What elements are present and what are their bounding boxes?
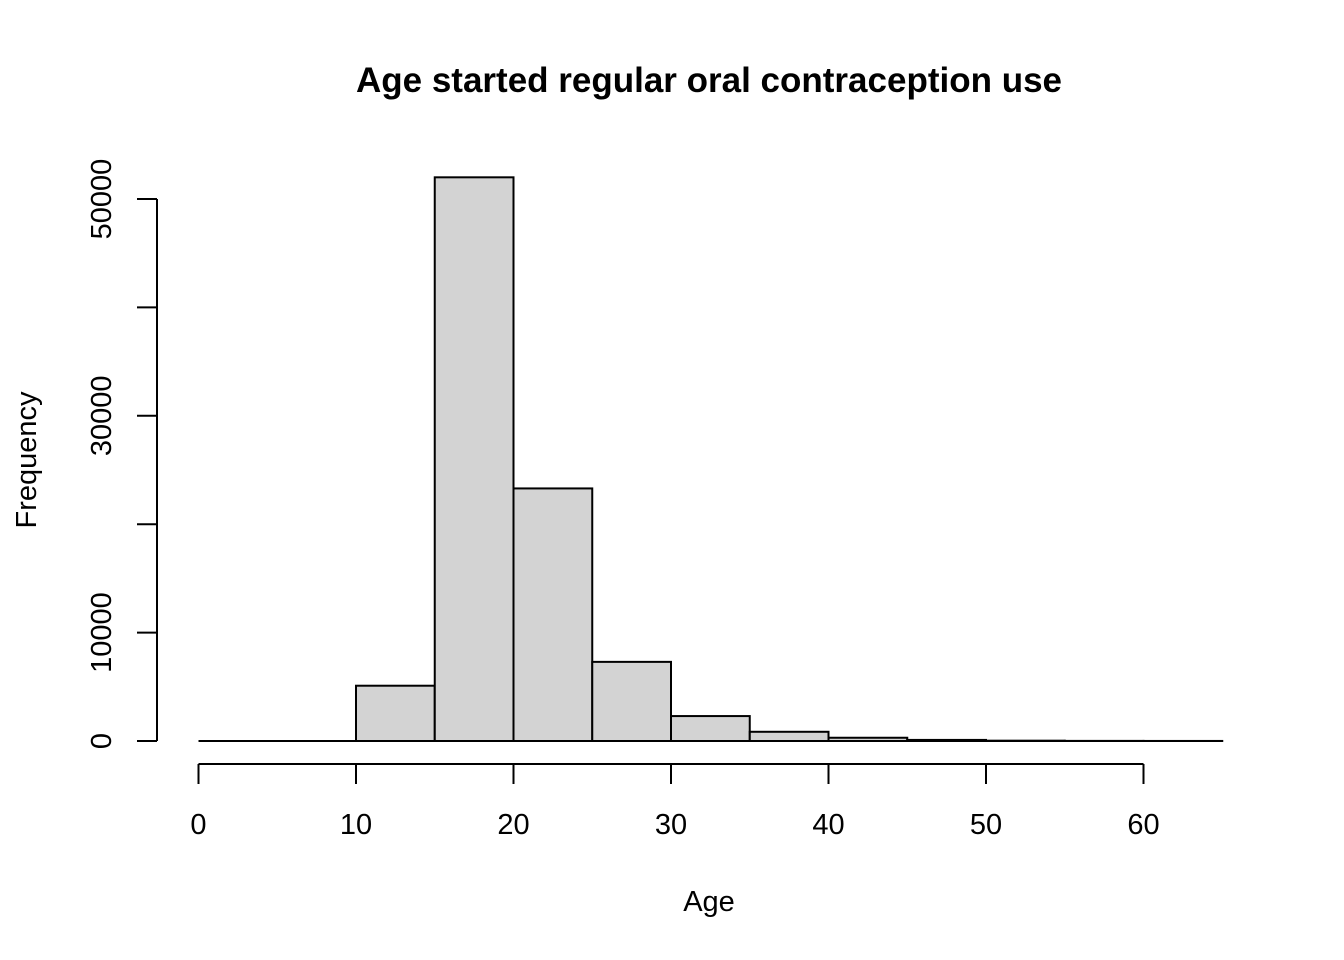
x-tick-label-20: 20	[497, 809, 529, 841]
x-tick-label-30: 30	[655, 809, 687, 841]
bar-25-30	[591, 660, 672, 742]
bars-group	[198, 176, 1224, 743]
y-tick-label-0: 0	[86, 733, 118, 749]
x-tick-label-0: 0	[190, 809, 206, 841]
y-tick-label-50000: 50000	[86, 159, 118, 240]
chart-title: Age started regular oral contraception u…	[356, 61, 1062, 100]
x-tick-label-50: 50	[970, 809, 1002, 841]
x-tick-label-10: 10	[340, 809, 372, 841]
y-axis: 0 10000 30000 50000	[86, 159, 158, 749]
bar-10-15	[355, 684, 436, 743]
y-tick-label-30000: 30000	[86, 375, 118, 456]
bar-20-25	[512, 487, 594, 743]
x-axis-label: Age	[683, 886, 735, 918]
y-axis-label: Frequency	[11, 391, 43, 529]
bar-15-20	[433, 176, 515, 742]
y-tick-label-10000: 10000	[86, 592, 118, 673]
bar-35-40	[748, 730, 830, 743]
x-tick-label-60: 60	[1127, 809, 1159, 841]
x-tick-label-40: 40	[812, 809, 844, 841]
x-axis: 0 10 20 30 40 50 60	[190, 763, 1160, 841]
bar-30-35	[670, 715, 751, 742]
